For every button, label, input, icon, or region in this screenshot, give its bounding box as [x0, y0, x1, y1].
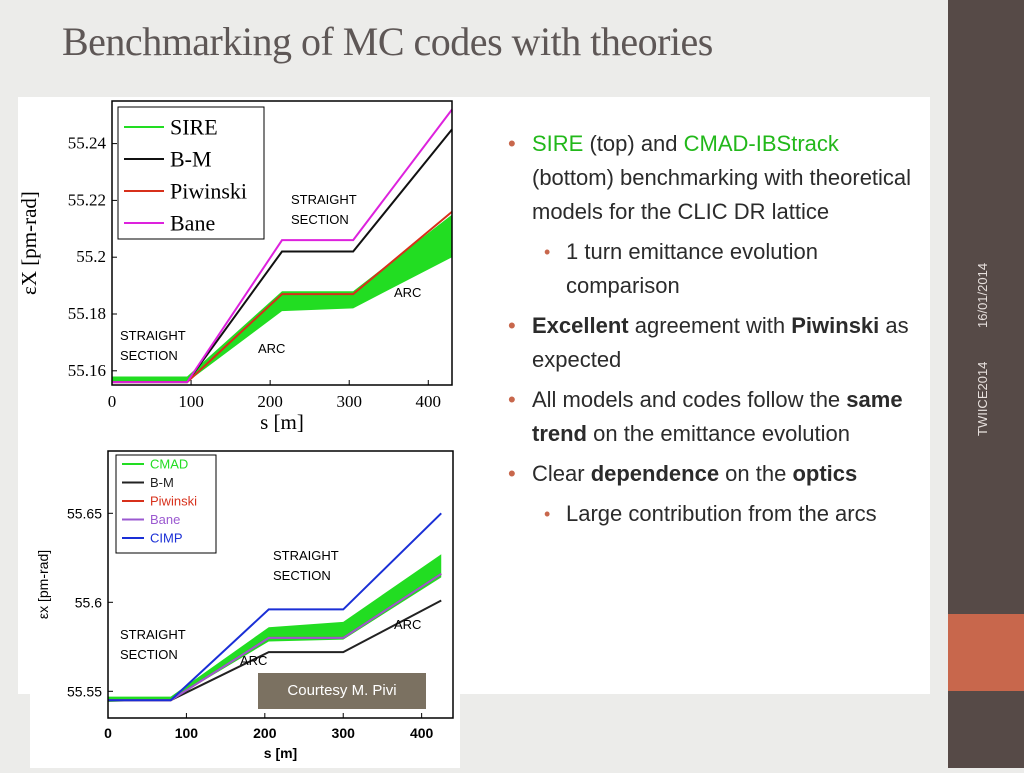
x-tick-label: 300 — [336, 392, 362, 411]
bullet-agreement: Excellent agreement with Piwinski as exp… — [506, 309, 916, 377]
annotation-label: STRAIGHT — [120, 627, 186, 642]
bullet-list: SIRE (top) and CMAD-IBStrack (bottom) be… — [506, 127, 916, 537]
sidebar-date: 16/01/2014 — [975, 262, 990, 328]
annotation-label: STRAIGHT — [120, 328, 186, 343]
cmad-chart-svg: 0 100 200 300 400 55.55 55.6 55.65 s [m] εx [pm-r… — [35, 450, 454, 761]
sidebar-accent — [948, 614, 1024, 691]
cmad-label: CMAD-IBStrack — [683, 131, 839, 156]
x-axis-label: s [m] — [260, 410, 304, 434]
annotation-label: ARC — [240, 653, 267, 668]
legend-entry: B-M — [170, 147, 212, 172]
y-axis-label: εx [pm-rad] — [35, 550, 51, 619]
annotation-label: ARC — [394, 285, 421, 300]
series-line-bane — [112, 108, 453, 384]
x-tick-label: 100 — [175, 725, 199, 741]
legend-entry: Bane — [170, 211, 215, 236]
legend-entry: Piwinski — [170, 179, 247, 204]
annotation-label: SECTION — [120, 348, 178, 363]
plot-frame — [107, 450, 454, 719]
bullet-text: agreement with — [628, 313, 792, 338]
annotation-label: ARC — [394, 617, 421, 632]
x-tick-label: 400 — [416, 392, 442, 411]
bullet-text: as expected — [532, 313, 909, 372]
cmad-chart: 0 100 200 300 400 55.55 55.6 55.65 s [m] εx [pm-r… — [30, 445, 460, 768]
x-tick-label: 400 — [410, 725, 434, 741]
x-tick-label: 0 — [108, 392, 117, 411]
x-tick-label: 100 — [178, 392, 204, 411]
y-tick-label: 55.24 — [68, 134, 107, 153]
x-tick-label: 300 — [332, 725, 356, 741]
series-band-cmad — [108, 554, 442, 702]
series-band-sire — [112, 214, 452, 383]
bullet-benchmarking: SIRE (top) and CMAD-IBStrack (bottom) be… — [506, 127, 916, 229]
legend-entry: CMAD — [150, 457, 188, 472]
legend-box — [117, 106, 265, 240]
legend-entry: Bane — [150, 512, 180, 527]
y-tick-label: 55.65 — [67, 505, 102, 521]
bullet-bold: Piwinski — [791, 313, 880, 338]
sire-label: SIRE — [532, 131, 584, 156]
subbullet-arcs: Large contribution from the arcs — [506, 497, 916, 531]
bullet-text: (top) and — [583, 131, 684, 156]
y-tick-label: 55.2 — [76, 247, 106, 266]
y-axis-label: εX [pm-rad] — [18, 191, 41, 295]
bullet-text: on the emittance evolution — [587, 421, 850, 446]
bullet-text: on the — [719, 461, 793, 486]
x-tick-label: 200 — [257, 392, 283, 411]
annotation-label: STRAIGHT — [291, 192, 357, 207]
annotation-label: SECTION — [273, 568, 331, 583]
bullet-bold: same trend — [532, 387, 903, 446]
bullet-bold: optics — [792, 461, 858, 486]
series-line-cimp — [108, 512, 442, 702]
sire-chart: 0 100 200 300 400 55.16 55.18 55.2 55.22 55.24 s [… — [17, 97, 458, 442]
y-tick-label: 55.22 — [68, 190, 106, 209]
bullet-text: Clear — [532, 461, 591, 486]
legend-entry: Piwinski — [150, 494, 197, 509]
legend-entry: CIMP — [150, 531, 183, 546]
sidebar-event: TWIICE2014 — [975, 361, 990, 436]
bullet-bold: Excellent — [532, 313, 629, 338]
y-tick-label: 55.18 — [68, 304, 106, 323]
annotation-label: STRAIGHT — [273, 548, 339, 563]
y-tick-label: 55.55 — [67, 683, 102, 699]
bullet-trend: All models and codes follow the same tre… — [506, 383, 916, 451]
slide-title: Benchmarking of MC codes with theories — [62, 19, 713, 64]
legend-entry: B-M — [150, 475, 174, 490]
y-tick-label: 55.16 — [68, 361, 106, 380]
sire-chart-svg: 0 100 200 300 400 55.16 55.18 55.2 55.22 55.24 s [… — [17, 100, 453, 434]
plot-frame — [111, 100, 453, 386]
annotation-label: SECTION — [120, 647, 178, 662]
x-tick-label: 200 — [253, 725, 277, 741]
x-axis-label: s [m] — [264, 745, 297, 761]
courtesy-label: Courtesy M. Pivi — [258, 673, 426, 709]
bullet-text: (bottom) benchmarking with theoretical m… — [532, 165, 912, 224]
annotation-label: SECTION — [291, 212, 349, 227]
legend-box — [115, 454, 217, 554]
bullet-optics: Clear dependence on the optics — [506, 457, 916, 491]
legend-entry: SIRE — [170, 115, 218, 140]
x-tick-label: 0 — [104, 725, 112, 741]
bullet-bold: dependence — [590, 461, 720, 486]
bullet-text: All models and codes follow the — [532, 387, 847, 412]
subbullet-evolution: 1 turn emittance evolution comparison — [506, 235, 916, 303]
y-tick-label: 55.6 — [75, 594, 102, 610]
annotation-label: ARC — [258, 341, 285, 356]
